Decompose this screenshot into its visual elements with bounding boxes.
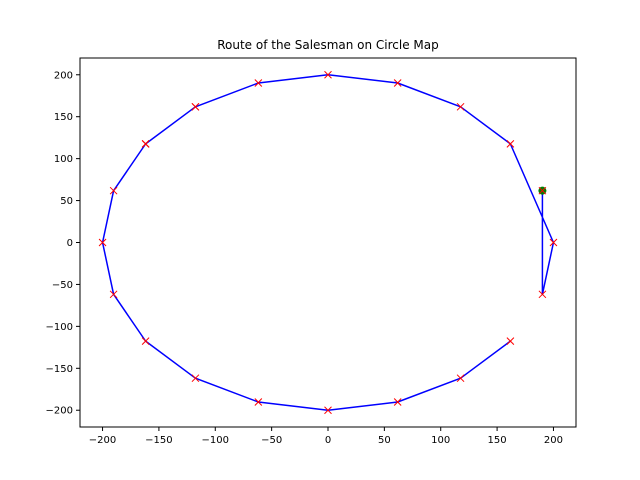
y-tick-label: 100 (54, 154, 73, 165)
y-tick-label: 0 (67, 238, 73, 249)
city-marker-stroke (506, 140, 515, 148)
y-tick-label: 200 (54, 70, 73, 81)
city-marker (506, 337, 515, 345)
city-marker (324, 70, 332, 79)
y-tick-label: −200 (46, 406, 73, 417)
y-tick-label: 50 (60, 196, 73, 207)
city-marker (254, 79, 263, 87)
y-tick-label: −50 (52, 280, 73, 291)
city-marker (456, 374, 465, 383)
x-tick-label: −150 (145, 435, 172, 446)
city-marker (191, 102, 200, 111)
city-marker-stroke (538, 186, 547, 195)
city-marker-stroke (456, 374, 465, 383)
x-tick-label: −100 (202, 435, 229, 446)
city-marker-stroke (109, 290, 118, 299)
city-marker (191, 374, 200, 383)
x-tick-label: 200 (544, 435, 563, 446)
plot-area: −200 −150 −100 −50 0 50 100 150 200 −200 −150 −100 −… (46, 70, 563, 446)
city-marker-stroke (456, 102, 465, 111)
city-marker (98, 238, 107, 247)
x-tick-label: 100 (431, 435, 450, 446)
city-marker (141, 140, 150, 148)
city-marker (141, 337, 150, 345)
city-marker (109, 290, 118, 299)
city-marker-stroke (506, 337, 515, 345)
city-marker (549, 238, 558, 247)
city-marker-stroke (254, 79, 263, 87)
city-marker-stroke (393, 398, 402, 406)
x-tick-label: −50 (261, 435, 282, 446)
city-marker (254, 398, 263, 406)
city-marker-stroke (393, 79, 402, 87)
route-line (101, 74, 555, 411)
city-marker-stroke (254, 398, 263, 406)
city-marker-stroke (141, 140, 150, 148)
city-marker-stroke (191, 102, 200, 111)
x-tick-label: 150 (488, 435, 507, 446)
x-tick-label: −200 (89, 435, 116, 446)
city-marker (538, 186, 547, 195)
chart-title: Route of the Salesman on Circle Map (217, 38, 439, 52)
city-marker-stroke (324, 406, 332, 415)
axes-frame (79, 57, 577, 428)
city-marker (506, 140, 515, 148)
city-marker (393, 398, 402, 406)
city-marker (109, 186, 118, 195)
y-tick-label: −150 (46, 364, 73, 375)
city-marker (538, 290, 547, 299)
city-marker-stroke (538, 290, 547, 299)
city-marker (324, 406, 332, 415)
city-marker-stroke (98, 238, 107, 247)
city-marker-stroke (324, 70, 332, 79)
city-marker-stroke (141, 337, 150, 345)
y-tick-label: −100 (46, 322, 73, 333)
city-marker-stroke (191, 374, 200, 383)
x-tick-label: 50 (378, 435, 391, 446)
city-marker-stroke (109, 186, 118, 195)
city-marker-stroke (549, 238, 558, 247)
y-tick-label: 150 (54, 112, 73, 123)
x-tick-label: 0 (325, 435, 331, 446)
city-marker (456, 102, 465, 111)
city-marker (393, 79, 402, 87)
